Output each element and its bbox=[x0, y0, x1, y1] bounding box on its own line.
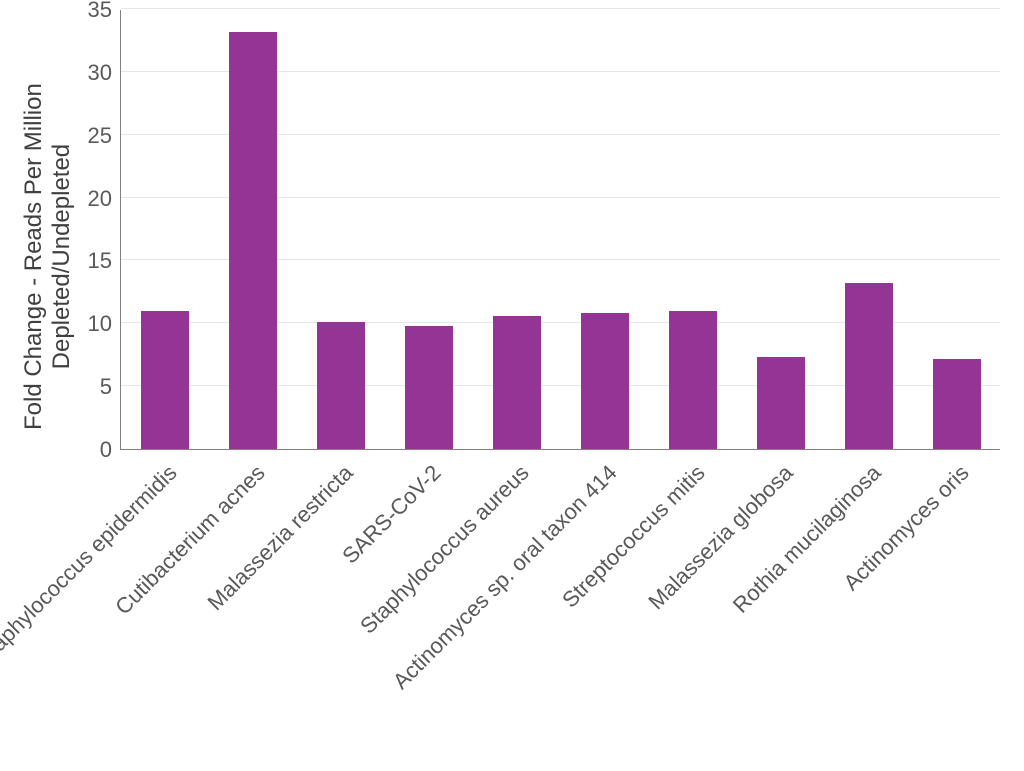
y-tick-label: 10 bbox=[72, 311, 112, 337]
fold-change-bar-chart: Fold Change - Reads Per Million Depleted… bbox=[0, 0, 1024, 771]
bar bbox=[493, 316, 541, 449]
x-tick-label: Cutibacterium acnes bbox=[110, 460, 270, 620]
plot-area bbox=[120, 10, 1000, 450]
bar bbox=[757, 357, 805, 449]
x-tick-label: Malassezia restricta bbox=[203, 460, 359, 616]
y-tick-label: 20 bbox=[72, 186, 112, 212]
bar bbox=[317, 322, 365, 449]
y-tick-label: 0 bbox=[72, 437, 112, 463]
bar bbox=[405, 326, 453, 449]
bar bbox=[845, 283, 893, 449]
y-tick-label: 5 bbox=[72, 374, 112, 400]
y-tick-label: 25 bbox=[72, 123, 112, 149]
x-tick-label: Malassezia globosa bbox=[643, 460, 798, 615]
bar bbox=[229, 32, 277, 449]
bar bbox=[669, 311, 717, 449]
y-axis-label: Fold Change - Reads Per Million Depleted… bbox=[20, 83, 75, 430]
bar bbox=[141, 311, 189, 449]
bar bbox=[933, 359, 981, 450]
bar bbox=[581, 313, 629, 449]
gridline bbox=[121, 8, 1000, 9]
y-tick-label: 30 bbox=[72, 60, 112, 86]
x-tick-label: Staphylococcus aureus bbox=[355, 460, 534, 639]
y-tick-label: 15 bbox=[72, 248, 112, 274]
y-tick-label: 35 bbox=[72, 0, 112, 23]
x-tick-label: Rothia mucilaginosa bbox=[728, 460, 886, 618]
